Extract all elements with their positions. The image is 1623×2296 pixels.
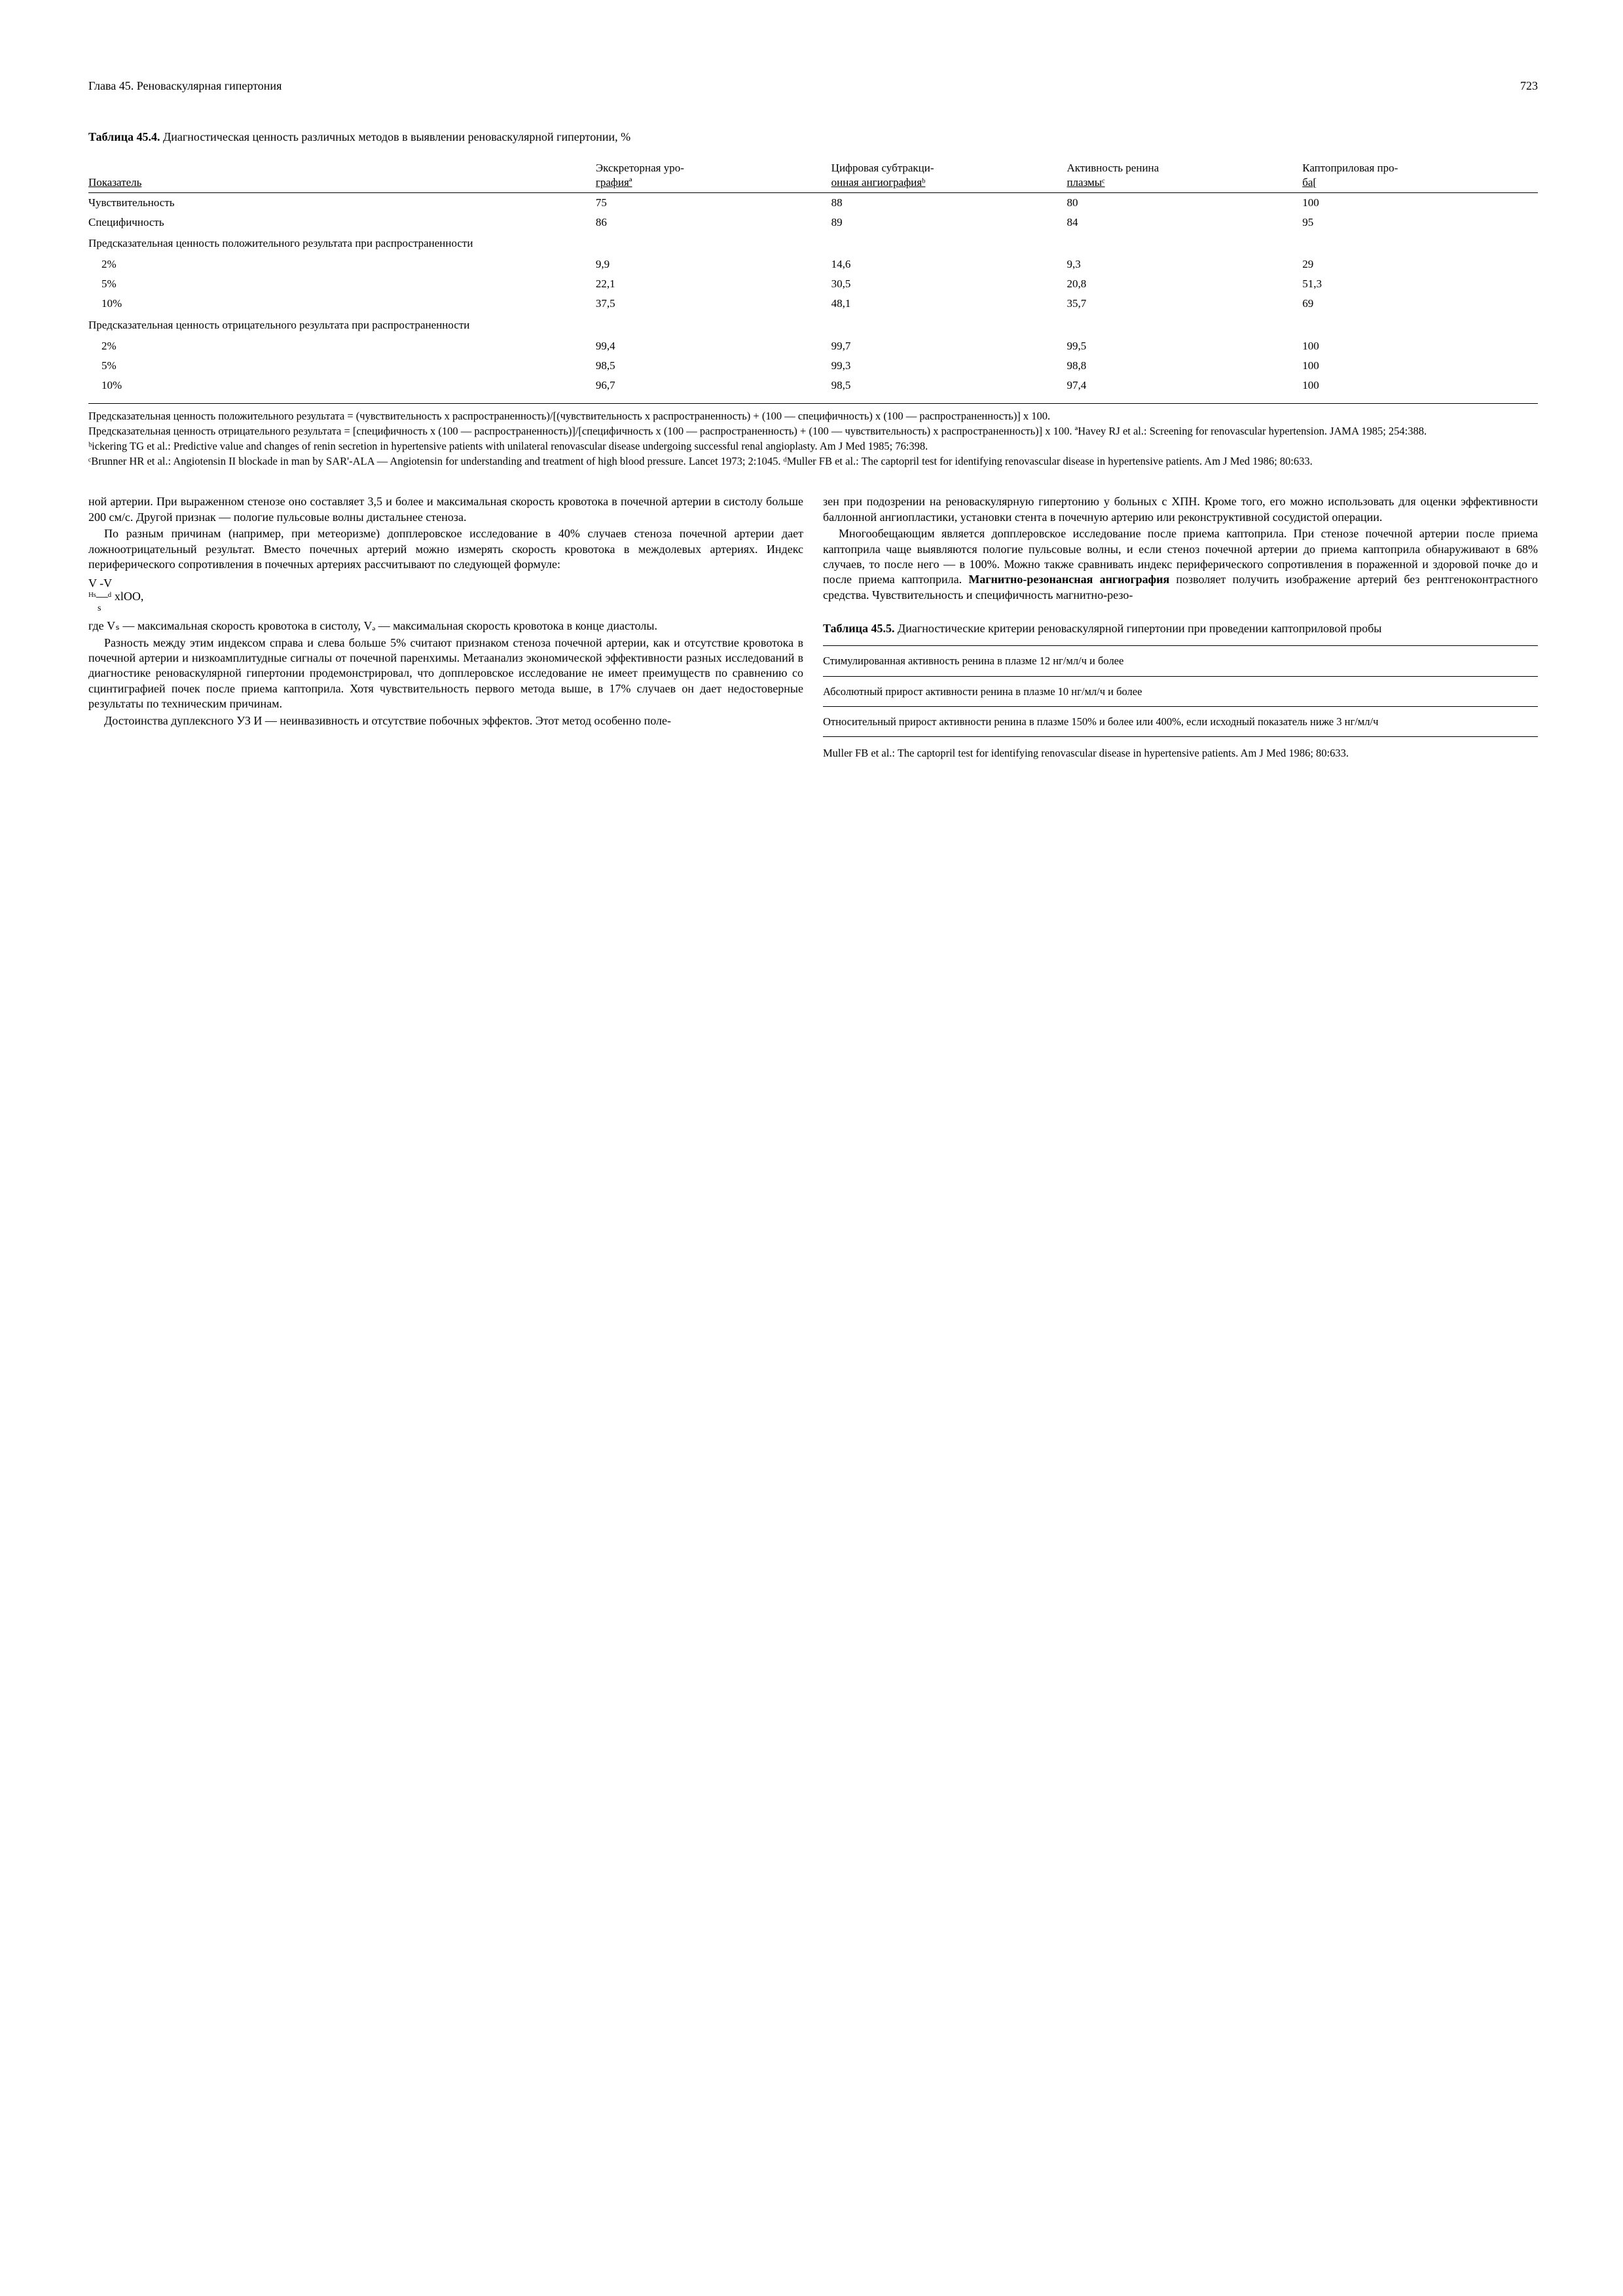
table1-col1: Экскреторная уро-графияª bbox=[596, 158, 831, 193]
table-row: Предсказательная ценность отрицательного… bbox=[88, 314, 1538, 336]
table-row: 2%99,499,799,5100 bbox=[88, 336, 1538, 356]
table1-col3: Активность ренинаплазмыᶜ bbox=[1067, 158, 1302, 193]
table-row: Специфичность86898495 bbox=[88, 213, 1538, 232]
table-row: Предсказательная ценность положительного… bbox=[88, 232, 1538, 255]
table-row: 5%22,130,520,851,3 bbox=[88, 274, 1538, 294]
page-header: Глава 45. Реноваскулярная гипертония 723 bbox=[88, 79, 1538, 94]
body-paragraph: По разным причинам (например, при метеор… bbox=[88, 526, 803, 572]
body-paragraph: Многообещающим является допплеровское ис… bbox=[823, 526, 1538, 603]
table1-col0: Показатель bbox=[88, 158, 596, 193]
table2-reference: Muller FB et al.: The captopril test for… bbox=[823, 741, 1538, 760]
table1-note: ᵇickering TG et al.: Predictive value an… bbox=[88, 439, 1538, 453]
table-row: 10%37,548,135,769 bbox=[88, 294, 1538, 314]
table-row: 10%96,798,597,4100 bbox=[88, 376, 1538, 395]
body-paragraph: Разность между этим индексом справа и сл… bbox=[88, 636, 803, 712]
right-column: зен при подозрении на реноваскулярную ги… bbox=[823, 494, 1538, 760]
table1-caption-text: Диагностическая ценность различных метод… bbox=[160, 130, 630, 143]
table-row: Чувствительность758880100 bbox=[88, 192, 1538, 213]
body-paragraph: зен при подозрении на реноваскулярную ги… bbox=[823, 494, 1538, 525]
formula: V -V ᴴˢ—ᵈ xlOO, s bbox=[88, 577, 803, 613]
table1: Показатель Экскреторная уро-графияª Цифр… bbox=[88, 158, 1538, 395]
chapter-title: Глава 45. Реноваскулярная гипертония bbox=[88, 79, 282, 94]
table2-item: Стимулированная активность ренина в плаз… bbox=[823, 650, 1538, 672]
table2-item: Относительный прирост активности ренина … bbox=[823, 711, 1538, 732]
body-paragraph: где Vₛ — максимальная скорость кровотока… bbox=[88, 619, 803, 634]
table1-note: ᶜBrunner HR et al.: Angiotensin II block… bbox=[88, 454, 1538, 468]
body-columns: ной артерии. При выраженном стенозе оно … bbox=[88, 494, 1538, 760]
page-number: 723 bbox=[1520, 79, 1538, 94]
table1-col4: Каптоприловая про-ба[ bbox=[1302, 158, 1538, 193]
table2-caption-text: Диагностические критерии реноваскулярной… bbox=[894, 622, 1381, 635]
table2-item: Абсолютный прирост активности ренина в п… bbox=[823, 681, 1538, 702]
table2-caption: Таблица 45.5. Диагностические критерии р… bbox=[823, 621, 1538, 636]
left-column: ной артерии. При выраженном стенозе оно … bbox=[88, 494, 803, 760]
table1-caption: Таблица 45.4. Диагностическая ценность р… bbox=[88, 130, 1538, 145]
body-paragraph: ной артерии. При выраженном стенозе оно … bbox=[88, 494, 803, 525]
table1-col2: Цифровая субтракци-онная ангиографияᵇ bbox=[831, 158, 1067, 193]
table1-notes: Предсказательная ценность положительного… bbox=[88, 409, 1538, 468]
table1-note: Предсказательная ценность отрицательного… bbox=[88, 424, 1538, 438]
table2-caption-number: Таблица 45.5. bbox=[823, 622, 894, 635]
body-paragraph: Достоинства дуплексного УЗ И — неинвазив… bbox=[88, 713, 803, 728]
table1-note: Предсказательная ценность положительного… bbox=[88, 409, 1538, 423]
table-row: 5%98,599,398,8100 bbox=[88, 356, 1538, 376]
table1-caption-number: Таблица 45.4. bbox=[88, 130, 160, 143]
table-row: 2%9,914,69,329 bbox=[88, 255, 1538, 274]
